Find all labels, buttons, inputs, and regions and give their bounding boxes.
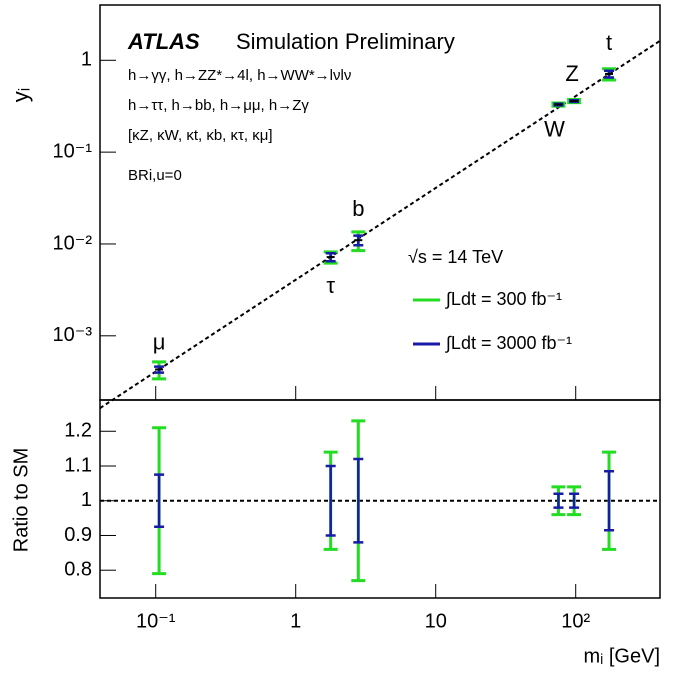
- ratio-tick-label: 1.1: [64, 454, 92, 476]
- ratio-tick-label: 0.9: [64, 524, 92, 546]
- particle-label: Z: [565, 61, 578, 86]
- particle-label: b: [352, 196, 364, 221]
- y-tick-label: 10⁻²: [53, 232, 93, 254]
- ratio-axis-label: Ratio to SM: [10, 448, 32, 552]
- legend-label: ∫Ldt = 3000 fb⁻¹: [444, 333, 572, 353]
- x-tick-label: 1: [290, 610, 301, 632]
- annotation: √s = 14 TeV: [408, 247, 503, 267]
- ratio-error-bar: [325, 464, 336, 537]
- ratio-tick-label: 1: [81, 489, 92, 511]
- ratio-error-bar: [604, 469, 615, 532]
- ratio-error-bar: [154, 473, 165, 529]
- title: ATLAS: [127, 29, 200, 54]
- x-tick-label: 10²: [561, 610, 590, 632]
- particle-label: τ: [326, 273, 335, 298]
- annotation: h→ττ, h→bb, h→μμ, h→Zγ: [128, 97, 309, 114]
- ratio-tick-label: 1.2: [64, 420, 92, 442]
- y-tick-label: 10⁻³: [53, 324, 93, 346]
- ratio-error-bar: [553, 492, 564, 509]
- legend-label: ∫Ldt = 300 fb⁻¹: [444, 289, 562, 309]
- subtitle: Simulation Preliminary: [236, 29, 455, 54]
- ratio-error-bar: [353, 457, 364, 544]
- ratio-error-bar: [569, 492, 580, 509]
- particle-label: t: [606, 30, 612, 55]
- annotation: [κZ, κW, κt, κb, κτ, κμ]: [128, 127, 273, 144]
- ratio-frame: [99, 399, 661, 599]
- y-axis-label: yᵢ: [8, 88, 33, 102]
- x-tick-label: 10⁻¹: [136, 610, 176, 632]
- particle-label: W: [544, 116, 565, 141]
- x-axis-label: mᵢ [GeV]: [584, 645, 661, 667]
- annotation: BRi,u=0: [128, 167, 182, 184]
- particle-label: μ: [153, 329, 166, 354]
- y-tick-label: 1: [81, 49, 92, 71]
- ratio-tick-label: 0.8: [64, 558, 92, 580]
- annotation: h→γγ, h→ZZ*→4l, h→WW*→lνlν: [128, 67, 351, 84]
- y-tick-label: 10⁻¹: [53, 140, 93, 162]
- sm-line: [99, 39, 661, 409]
- x-tick-label: 10: [425, 610, 447, 632]
